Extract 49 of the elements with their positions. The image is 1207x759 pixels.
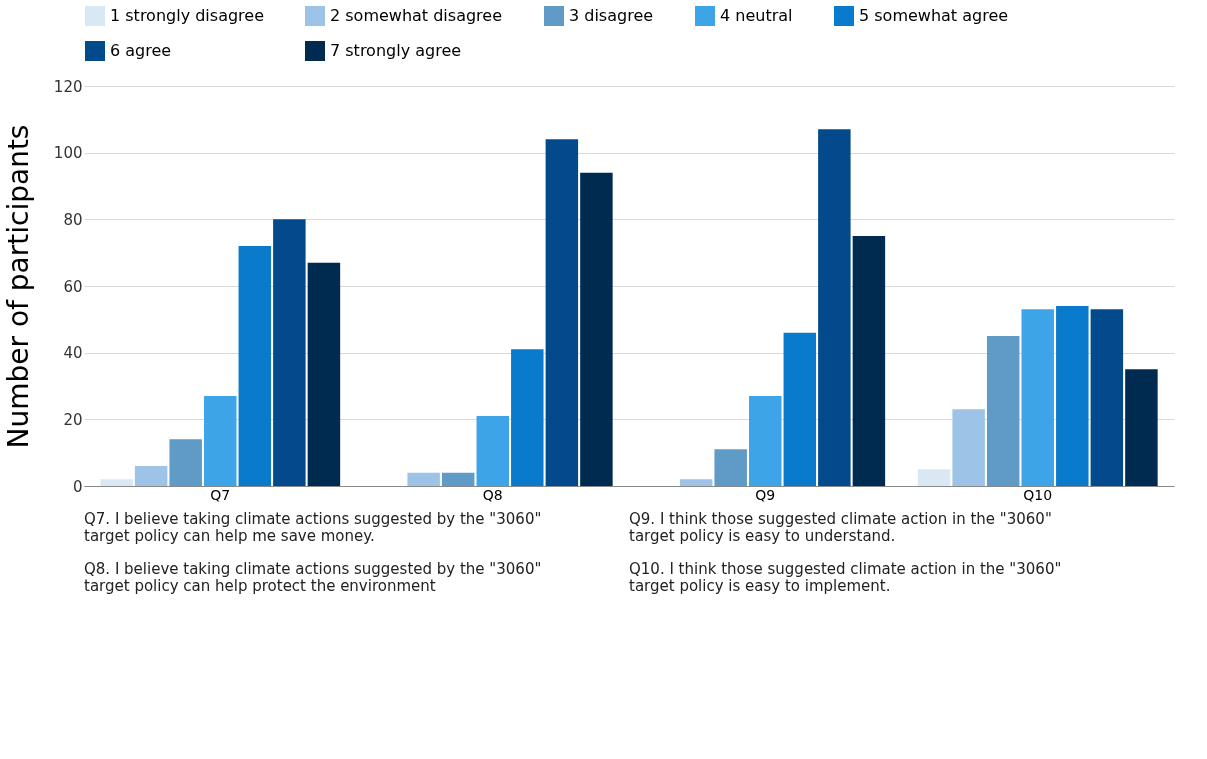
legend-label: 1 strongly disagree — [110, 6, 264, 25]
text: Q10. I think those suggested climate action in the "3060" target policy is easy to implement. — [629, 560, 1062, 595]
y-tick-label: 60 — [63, 277, 83, 296]
bar — [407, 472, 440, 486]
bar — [1090, 309, 1124, 486]
x-tick-label: Q7 — [210, 486, 231, 503]
bar — [783, 332, 817, 486]
bar — [679, 479, 713, 486]
text: Q7. I believe taking climate actions suggested by the "3060" target policy can help me save money. — [84, 510, 542, 545]
y-tick-label: 0 — [72, 477, 83, 496]
bar — [818, 129, 851, 486]
bar — [511, 349, 544, 486]
bar — [749, 396, 782, 486]
y-tick-label: 100 — [53, 144, 83, 163]
bar — [169, 439, 202, 486]
bar — [852, 236, 886, 486]
bar — [238, 246, 272, 486]
bar — [1125, 369, 1158, 486]
bar — [986, 336, 1020, 486]
bar — [1021, 309, 1054, 486]
bar — [476, 416, 509, 486]
legend-label: 7 strongly agree — [330, 41, 462, 60]
bar — [134, 466, 168, 486]
bar — [100, 479, 133, 486]
legend-label: 2 somewhat disagree — [330, 6, 503, 25]
text: Q8. I believe taking climate actions suggested by the "3060" target policy can help protect the environment — [84, 560, 542, 595]
legend-label: 4 neutral — [720, 6, 793, 25]
text: Q9. I think those suggested climate action in the "3060" target policy is easy to understand. — [629, 510, 1052, 545]
bar — [204, 396, 237, 486]
bar — [952, 409, 985, 486]
y-tick-label: 20 — [63, 410, 83, 429]
legend-label: 6 agree — [110, 41, 172, 60]
bar — [917, 469, 951, 486]
bar — [580, 172, 613, 486]
y-tick-label: 80 — [63, 210, 83, 229]
x-tick-label: Q10 — [1023, 486, 1053, 503]
bar — [1056, 306, 1089, 486]
y-axis-title: Number of participants — [1, 124, 35, 449]
y-tick-label: 120 — [53, 77, 83, 96]
bar — [714, 449, 747, 486]
legend-label: 3 disagree — [569, 6, 654, 25]
legend-label: 5 somewhat agree — [859, 6, 1009, 25]
bar — [545, 139, 579, 486]
x-tick-label: Q8 — [482, 486, 503, 503]
x-tick-label: Q9 — [755, 486, 776, 503]
y-tick-label: 40 — [63, 344, 83, 363]
bar — [307, 262, 341, 486]
bar — [273, 219, 306, 486]
bar — [441, 472, 475, 486]
